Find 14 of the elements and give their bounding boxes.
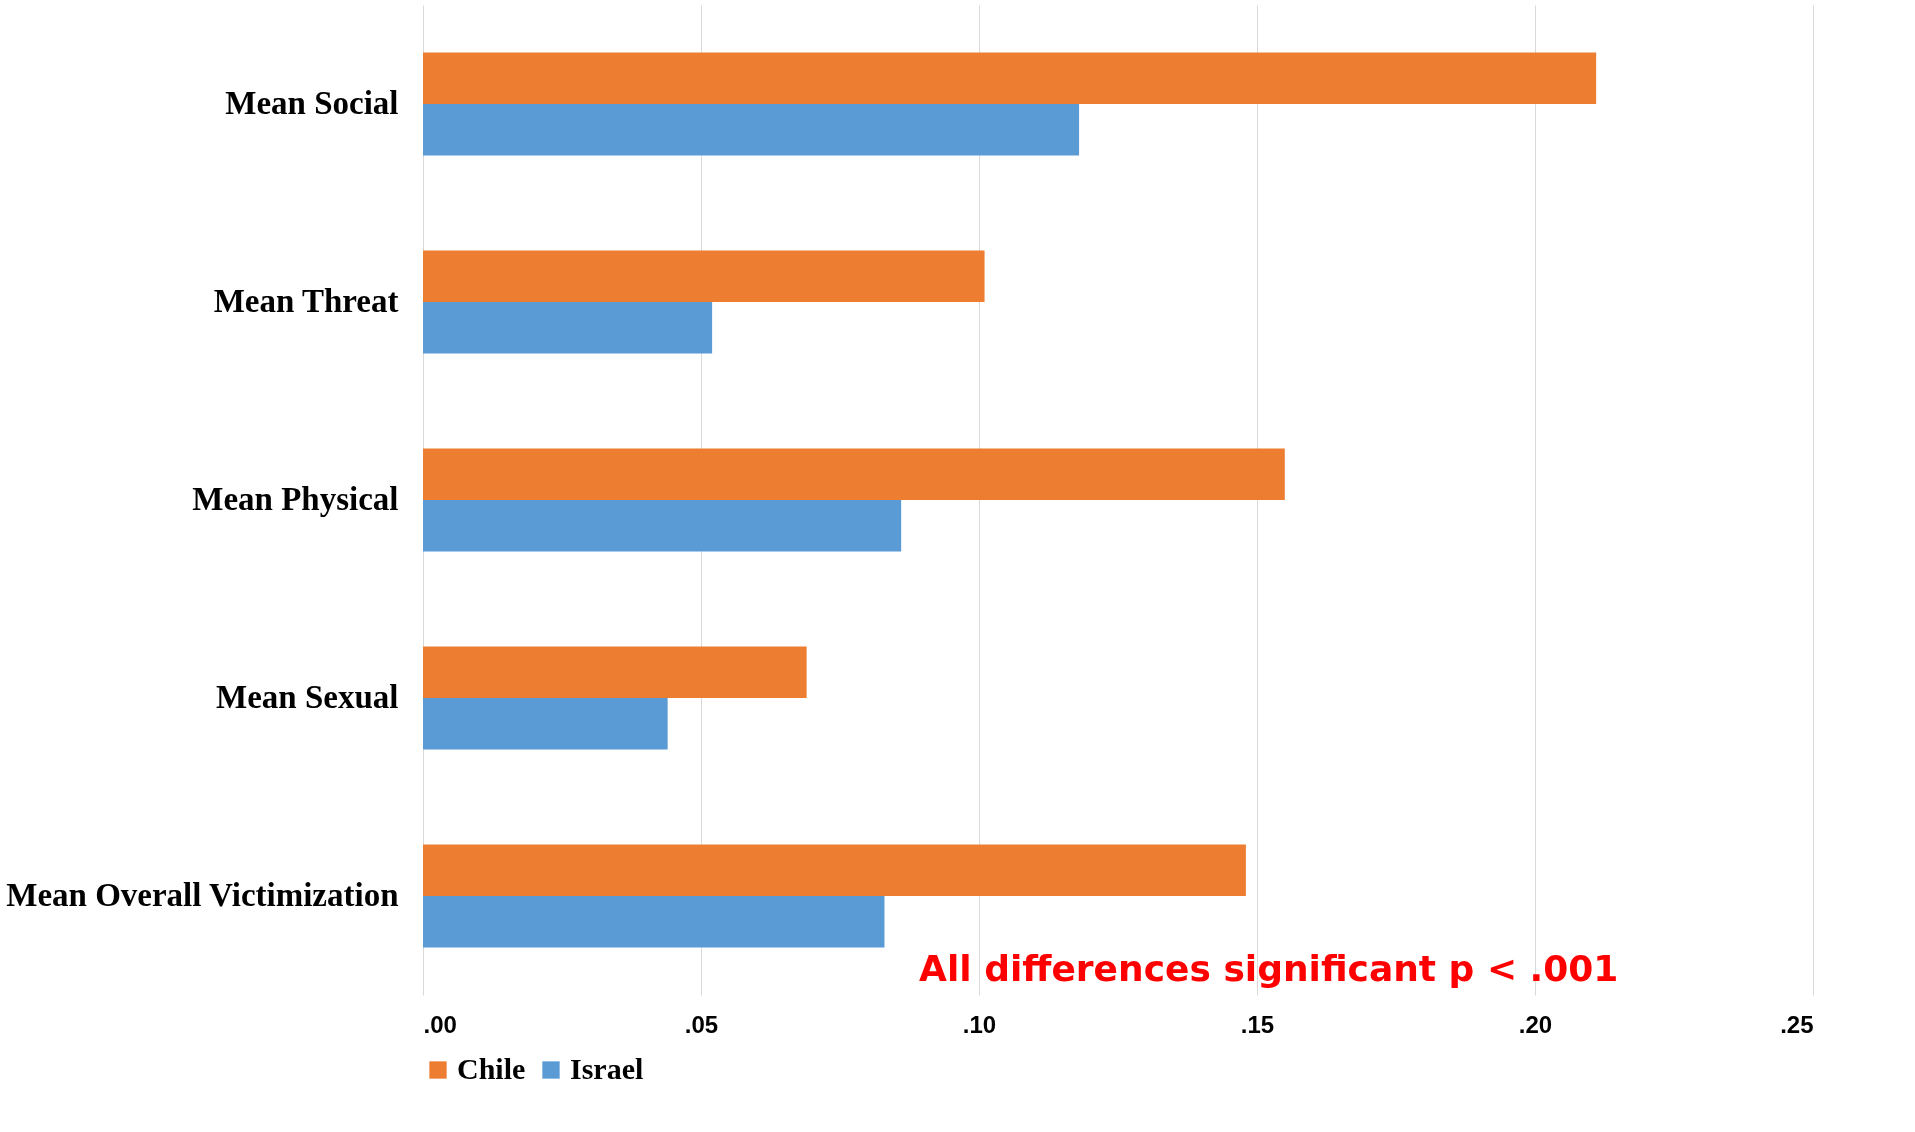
x-tick-label: .00 [423,1010,457,1038]
x-tick-label: .05 [684,1010,719,1038]
legend-label: Chile [457,1052,526,1085]
x-tick-label: .15 [1240,1010,1275,1038]
y-tick-label: Mean Physical [192,481,399,517]
annotation: All differences significant p < .001 [919,948,1619,990]
legend-label: Israel [570,1052,644,1085]
y-tick-label: Mean Social [225,85,399,121]
y-tick-label: Mean Threat [213,283,399,319]
x-tick-label: .10 [962,1010,997,1038]
y-tick-label: Mean Sexual [216,679,399,715]
y-tick-label: Mean Overall Victimization [6,877,399,913]
x-tick-label: .20 [1518,1010,1553,1038]
x-tick-label: .25 [1780,1010,1814,1038]
